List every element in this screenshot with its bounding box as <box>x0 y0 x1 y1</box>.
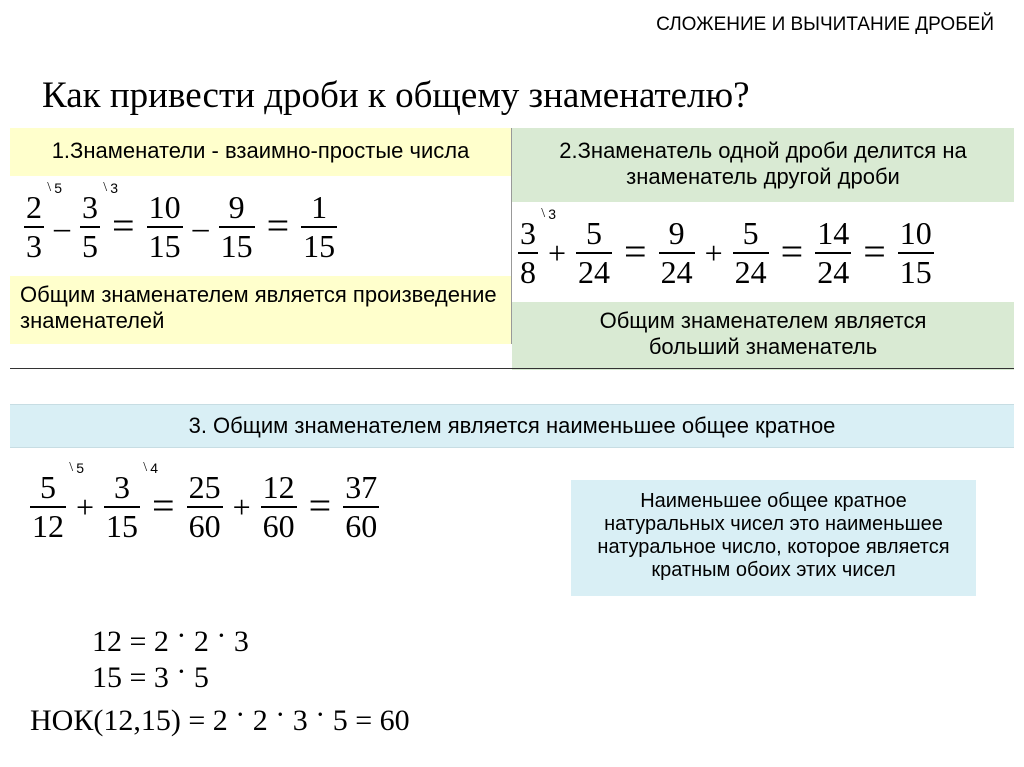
lcm-computation: НОК(12,15) = 2 · 2 · 3 · 5 = 60 <box>30 704 410 738</box>
equals: = <box>855 228 894 275</box>
fraction: 1424 <box>811 216 855 290</box>
fraction: 524 <box>729 216 773 290</box>
case-2-heading: 2.Знаменатель одной дроби делится на зна… <box>512 128 1014 202</box>
lcm-definition: Наименьшее общее кратное натуральных чис… <box>571 480 976 596</box>
plus-op: + <box>227 489 257 526</box>
equals: = <box>773 228 812 275</box>
equals: = <box>616 228 655 275</box>
fraction: 35 3 <box>76 190 104 264</box>
equals: = <box>144 482 183 529</box>
case-3-equation: 512 5 + 315 4 = 2560 + 1260 = 3760 <box>26 470 383 544</box>
plus-op: + <box>699 235 729 272</box>
case-1-equation: 23 5 – 35 3 = 1015 – 915 = 115 <box>10 176 512 276</box>
multiplier: 5 <box>54 180 62 196</box>
fraction: 38 3 <box>514 216 542 290</box>
factorization: 12 = 2 · 2 · 3 15 = 3 · 5 <box>92 624 249 696</box>
fraction: 1015 <box>143 190 187 264</box>
case-2: 2.Знаменатель одной дроби делится на зна… <box>512 128 1014 368</box>
case-1-footer: Общим знаменателем является произведение… <box>10 276 512 344</box>
section-header: СЛОЖЕНИЕ И ВЫЧИТАНИЕ ДРОБЕЙ <box>656 14 994 36</box>
fraction: 924 <box>655 216 699 290</box>
fraction: 1015 <box>894 216 938 290</box>
case-3-heading: 3. Общим знаменателем является наименьше… <box>10 404 1014 448</box>
fraction: 2560 <box>183 470 227 544</box>
fraction: 315 4 <box>100 470 144 544</box>
fraction: 23 5 <box>20 190 48 264</box>
equals: = <box>104 202 143 249</box>
case-2-equation: 38 3 + 524 = 924 + 524 = 1424 <box>512 202 1014 302</box>
plus-op: + <box>542 235 572 272</box>
multiplier: 4 <box>150 460 158 476</box>
case-3-body: 512 5 + 315 4 = 2560 + 1260 = 3760 Наиме… <box>10 468 1014 628</box>
divider <box>10 368 1014 369</box>
multiplier: 3 <box>548 206 556 222</box>
fraction: 1260 <box>257 470 301 544</box>
equals: = <box>301 482 340 529</box>
fraction: 512 5 <box>26 470 70 544</box>
multiplier: 5 <box>76 460 84 476</box>
case-2-footer: Общим знаменателем являетсябольший знаме… <box>512 302 1014 370</box>
fraction: 115 <box>297 190 341 264</box>
fraction: 524 <box>572 216 616 290</box>
equals: = <box>259 202 298 249</box>
multiplier: 3 <box>110 180 118 196</box>
fraction: 915 <box>215 190 259 264</box>
case-1: 1.Знаменатели - взаимно-простые числа 23… <box>10 128 512 368</box>
cases-row: 1.Знаменатели - взаимно-простые числа 23… <box>10 128 1014 368</box>
plus-op: + <box>70 489 100 526</box>
fraction: 3760 <box>339 470 383 544</box>
minus-op: – <box>187 209 215 246</box>
minus-op: – <box>48 209 76 246</box>
case-1-heading: 1.Знаменатели - взаимно-простые числа <box>10 128 512 176</box>
page-title: Как привести дроби к общему знаменателю? <box>42 74 750 117</box>
